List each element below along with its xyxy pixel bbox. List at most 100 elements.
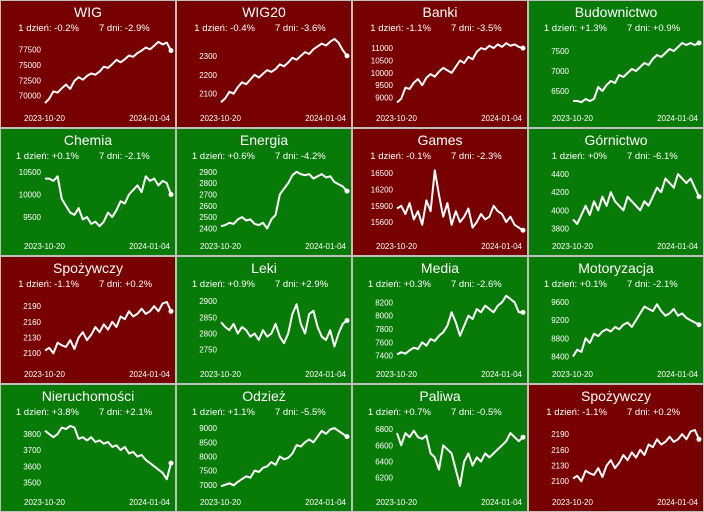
y-tick-label: 6400 — [375, 457, 393, 466]
y-tick-label: 7500 — [551, 47, 569, 56]
chart-panel: Games 1 dzień: -0.1% 7 dni: -2.3% 2023-10-2… — [352, 128, 528, 256]
change-7-days: 7 dni: -3.6% — [275, 23, 326, 34]
chart-panel: Odzież 1 dzień: +1.1% 7 dni: -5.5% 2023-10-… — [176, 384, 352, 512]
change-7-days: 7 dni: -3.5% — [451, 23, 502, 34]
x-tick-end: 2024-01-04 — [657, 114, 698, 123]
change-7-days: 7 dni: +2.1% — [99, 407, 153, 418]
chart-title: WIG — [74, 4, 102, 20]
chart-title: Spożywczy — [52, 260, 124, 276]
change-7-days: 7 dni: -2.6% — [451, 279, 502, 290]
y-tick-label: 3500 — [23, 479, 41, 488]
line-plot: 2100 2130 2160 2190 — [23, 300, 174, 358]
change-1-day: 1 dzień: -1.1% — [546, 407, 607, 418]
chart-title: Nieruchomości — [41, 388, 135, 404]
series-line — [220, 303, 348, 348]
x-tick-end: 2024-01-04 — [481, 498, 522, 507]
x-tick-start: 2023-10-20 — [24, 114, 65, 123]
line-plot: 6200 6400 6600 6800 — [375, 425, 526, 487]
last-value-marker — [344, 188, 350, 194]
change-1-day: 1 dzień: -0.4% — [194, 23, 255, 34]
series-line — [220, 427, 348, 488]
last-value-marker — [696, 40, 702, 46]
y-tick-label: 8000 — [375, 312, 393, 321]
y-tick-label: 8800 — [551, 334, 569, 343]
line-plot: 70000 72500 75000 77500 — [19, 40, 174, 104]
y-tick-label: 2160 — [23, 318, 41, 327]
y-tick-label: 72500 — [19, 76, 42, 85]
change-7-days: 7 dni: +0.2% — [99, 279, 153, 290]
y-tick-label: 2750 — [199, 346, 217, 355]
line-plot: 7400 7600 7800 8000 8200 — [375, 294, 526, 361]
last-value-marker — [520, 309, 526, 315]
x-tick-end: 2024-01-04 — [657, 370, 698, 379]
x-tick-end: 2024-01-04 — [657, 498, 698, 507]
chart-title: Chemia — [63, 132, 113, 148]
y-tick-label: 3800 — [23, 430, 41, 439]
change-1-day: 1 dzień: -0.1% — [370, 151, 431, 162]
series-line — [45, 175, 172, 228]
y-tick-label: 3800 — [551, 224, 569, 233]
y-tick-label: 9600 — [551, 298, 569, 307]
last-value-marker — [168, 191, 174, 197]
y-tick-label: 2900 — [199, 168, 217, 177]
x-tick-start: 2023-10-20 — [24, 498, 65, 507]
y-tick-label: 10000 — [19, 190, 42, 199]
x-tick-end: 2024-01-04 — [129, 242, 170, 251]
y-tick-label: 8400 — [551, 352, 569, 361]
last-value-marker — [344, 318, 350, 324]
series-line — [396, 429, 524, 487]
line-plot: 3500 3600 3700 3800 — [23, 424, 174, 488]
y-tick-label: 2130 — [23, 333, 41, 342]
chart-title: WIG20 — [242, 4, 286, 20]
series-line — [396, 169, 524, 232]
y-tick-label: 3700 — [23, 446, 41, 455]
change-1-day: 1 dzień: +1.1% — [191, 407, 255, 418]
y-tick-label: 2850 — [199, 313, 217, 322]
x-tick-end: 2024-01-04 — [129, 114, 170, 123]
x-tick-start: 2023-10-20 — [200, 114, 241, 123]
series-line — [220, 170, 348, 230]
x-tick-end: 2024-01-04 — [657, 242, 698, 251]
change-7-days: 7 dni: +0.9% — [627, 23, 681, 34]
change-7-days: 7 dni: -5.5% — [275, 407, 326, 418]
y-tick-label: 15900 — [371, 202, 394, 211]
line-plot: 8400 8800 9200 9600 — [551, 298, 702, 361]
line-plot: 7000 7500 8000 8500 9000 — [199, 424, 350, 490]
x-tick-start: 2023-10-20 — [24, 370, 65, 379]
y-tick-label: 16200 — [371, 185, 394, 194]
y-tick-label: 2300 — [199, 52, 217, 61]
chart-panel: Motoryzacja 1 dzień: +0.1% 7 dni: -2.1% 202… — [528, 256, 704, 384]
chart-panel: Budownictwo 1 dzień: +1.3% 7 dni: +0.9% 202… — [528, 0, 704, 128]
y-tick-label: 2600 — [199, 202, 217, 211]
last-value-marker — [520, 434, 526, 440]
chart-panel: Energia 1 dzień: +0.6% 7 dni: -4.2% 2023-10… — [176, 128, 352, 256]
y-tick-label: 10500 — [19, 168, 42, 177]
x-tick-end: 2024-01-04 — [481, 242, 522, 251]
change-1-day: 1 dzień: +0.3% — [367, 279, 431, 290]
y-tick-label: 15600 — [371, 218, 394, 227]
series-line — [44, 40, 172, 104]
y-tick-label: 3600 — [23, 462, 41, 471]
x-tick-end: 2024-01-04 — [305, 370, 346, 379]
y-tick-label: 8500 — [199, 438, 217, 447]
chart-panel: Leki 1 dzień: +0.9% 7 dni: +2.9% 2023-10-20… — [176, 256, 352, 384]
x-tick-end: 2024-01-04 — [129, 370, 170, 379]
y-tick-label: 7000 — [551, 67, 569, 76]
change-1-day: 1 dzień: +0.1% — [543, 279, 607, 290]
change-7-days: 7 dni: +2.9% — [275, 279, 329, 290]
chart-title: Budownictwo — [574, 4, 658, 20]
last-value-marker — [696, 194, 702, 200]
x-tick-end: 2024-01-04 — [481, 114, 522, 123]
y-tick-label: 9000 — [375, 94, 393, 103]
change-1-day: 1 dzień: -0.2% — [18, 23, 79, 34]
x-tick-start: 2023-10-20 — [552, 370, 593, 379]
last-value-marker — [168, 48, 174, 54]
last-value-marker — [168, 460, 174, 466]
series-line — [220, 37, 348, 103]
change-1-day: 1 dzień: -1.1% — [18, 279, 79, 290]
last-value-marker — [520, 45, 526, 51]
change-7-days: 7 dni: +0.2% — [627, 407, 681, 418]
y-tick-label: 2190 — [551, 430, 569, 439]
chart-title: Games — [417, 132, 463, 148]
